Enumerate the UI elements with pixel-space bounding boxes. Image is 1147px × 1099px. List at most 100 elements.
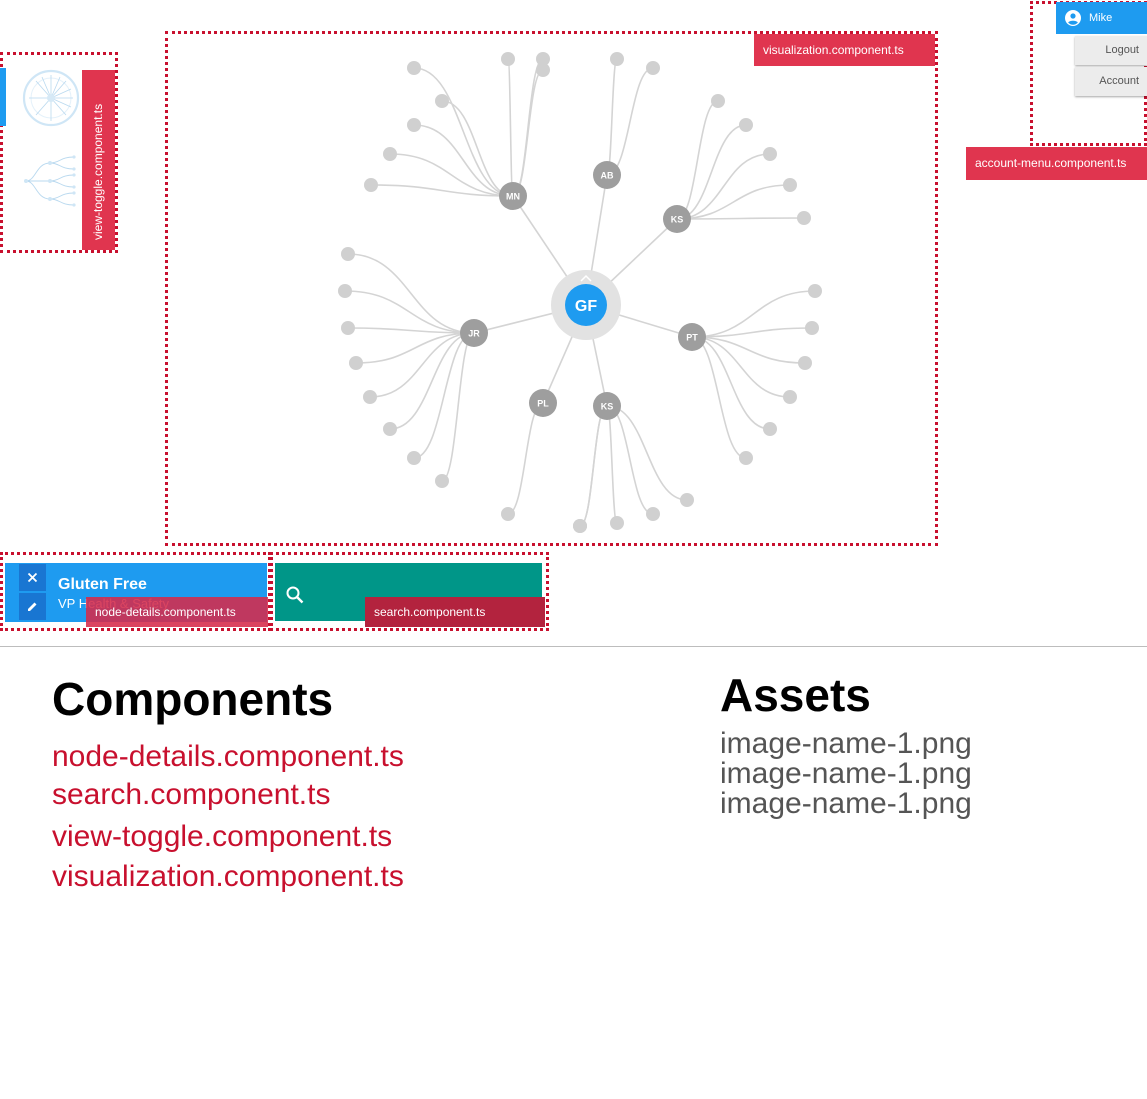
leaf-node[interactable] <box>383 422 397 436</box>
person-node-pt[interactable]: PT <box>678 323 706 351</box>
leaf-node[interactable] <box>646 507 660 521</box>
leaf-node[interactable] <box>435 474 449 488</box>
graph-link <box>389 153 514 197</box>
person-node-circle <box>529 389 557 417</box>
leaf-node[interactable] <box>501 507 515 521</box>
search-tag: search.component.ts <box>365 597 545 627</box>
logout-button[interactable]: Logout <box>1075 36 1147 65</box>
leaf-node[interactable] <box>805 321 819 335</box>
leaf-node[interactable] <box>363 390 377 404</box>
component-link-node-details[interactable]: node-details.component.ts <box>52 740 404 773</box>
graph-link <box>606 58 618 176</box>
component-link-search[interactable]: search.component.ts <box>52 778 331 811</box>
view-toggle-active-indicator <box>0 68 6 126</box>
person-node-ks[interactable]: KS <box>593 392 621 420</box>
leaf-node[interactable] <box>739 118 753 132</box>
person-node-ab[interactable]: AB <box>593 161 621 189</box>
component-link-visualization[interactable]: visualization.component.ts <box>52 860 404 893</box>
chevron-up-icon[interactable] <box>580 274 592 282</box>
graph-link <box>676 184 791 220</box>
person-node-label: AB <box>601 171 614 181</box>
radial-view-toggle[interactable] <box>20 67 82 129</box>
leaf-node[interactable] <box>739 451 753 465</box>
leaf-node[interactable] <box>763 422 777 436</box>
person-node-mn[interactable]: MN <box>499 182 527 210</box>
person-node-label: KS <box>671 215 684 225</box>
root-node-circle <box>565 284 607 326</box>
person-node-jr[interactable]: JR <box>460 319 488 347</box>
person-node-circle <box>663 205 691 233</box>
section-divider <box>0 646 1147 647</box>
graph-link <box>676 217 805 220</box>
graph-link <box>512 58 544 197</box>
person-node-pl[interactable]: PL <box>529 389 557 417</box>
root-node[interactable]: GF <box>551 270 621 340</box>
user-name: Mike <box>1089 12 1113 24</box>
account-button[interactable]: Account <box>1075 67 1147 96</box>
leaf-node[interactable] <box>501 52 515 66</box>
components-heading: Components <box>52 673 334 725</box>
leaf-node[interactable] <box>407 118 421 132</box>
leaf-node[interactable] <box>349 356 363 370</box>
person-node-circle <box>678 323 706 351</box>
leaf-node[interactable] <box>341 321 355 335</box>
leaf-node[interactable] <box>536 52 550 66</box>
close-button[interactable] <box>19 564 46 591</box>
asset-item[interactable]: image-name-1.png <box>720 757 972 790</box>
account-circle-icon <box>1065 10 1081 26</box>
person-node-ks[interactable]: KS <box>663 205 691 233</box>
graph-leaves <box>338 52 822 533</box>
graph-link <box>691 336 806 364</box>
view-toggle-frame <box>0 52 118 253</box>
leaf-node[interactable] <box>646 61 660 75</box>
leaf-node[interactable] <box>798 356 812 370</box>
search-icon[interactable] <box>284 584 306 606</box>
graph-link <box>691 336 791 398</box>
graph-link <box>347 253 475 334</box>
leaf-node[interactable] <box>573 519 587 533</box>
leaf-node[interactable] <box>808 284 822 298</box>
visualization-frame <box>165 31 938 546</box>
node-details-tag: node-details.component.ts <box>86 597 268 627</box>
person-node-circle <box>593 392 621 420</box>
visualization-tag: visualization.component.ts <box>754 34 935 66</box>
graph-link <box>355 332 475 364</box>
asset-item[interactable]: image-name-1.png <box>720 787 972 820</box>
person-node-label: MN <box>506 192 520 202</box>
leaf-node[interactable] <box>711 94 725 108</box>
graph-link <box>676 153 771 220</box>
tree-view-toggle[interactable] <box>20 150 82 212</box>
person-node-circle <box>499 182 527 210</box>
leaf-node[interactable] <box>341 247 355 261</box>
leaf-node[interactable] <box>797 211 811 225</box>
leaf-node[interactable] <box>783 390 797 404</box>
leaf-node[interactable] <box>383 147 397 161</box>
edit-button[interactable] <box>19 593 46 620</box>
leaf-node[interactable] <box>338 284 352 298</box>
account-menu-tag: account-menu.component.ts <box>966 147 1147 180</box>
node-details-frame <box>0 552 271 631</box>
leaf-node[interactable] <box>610 52 624 66</box>
assets-heading: Assets <box>720 669 871 721</box>
component-link-view-toggle[interactable]: view-toggle.component.ts <box>52 820 393 853</box>
leaf-node[interactable] <box>364 178 378 192</box>
person-node-label: KS <box>601 402 614 412</box>
view-toggle-tag-text: view-toggle.component.ts <box>91 103 105 240</box>
user-button[interactable]: Mike <box>1056 2 1147 34</box>
leaf-node[interactable] <box>407 61 421 75</box>
person-node-circle <box>593 161 621 189</box>
graph-link <box>413 67 514 197</box>
view-toggle-tag: view-toggle.component.ts <box>82 70 115 250</box>
pencil-icon <box>28 602 37 611</box>
leaf-node[interactable] <box>680 493 694 507</box>
leaf-node[interactable] <box>783 178 797 192</box>
leaf-node[interactable] <box>763 147 777 161</box>
leaf-node[interactable] <box>536 63 550 77</box>
asset-item[interactable]: image-name-1.png <box>720 727 972 760</box>
leaf-node[interactable] <box>407 451 421 465</box>
leaf-node[interactable] <box>435 94 449 108</box>
node-name: Gluten Free <box>58 576 147 593</box>
graph-link <box>606 405 618 524</box>
graph-link <box>413 124 514 197</box>
leaf-node[interactable] <box>610 516 624 530</box>
